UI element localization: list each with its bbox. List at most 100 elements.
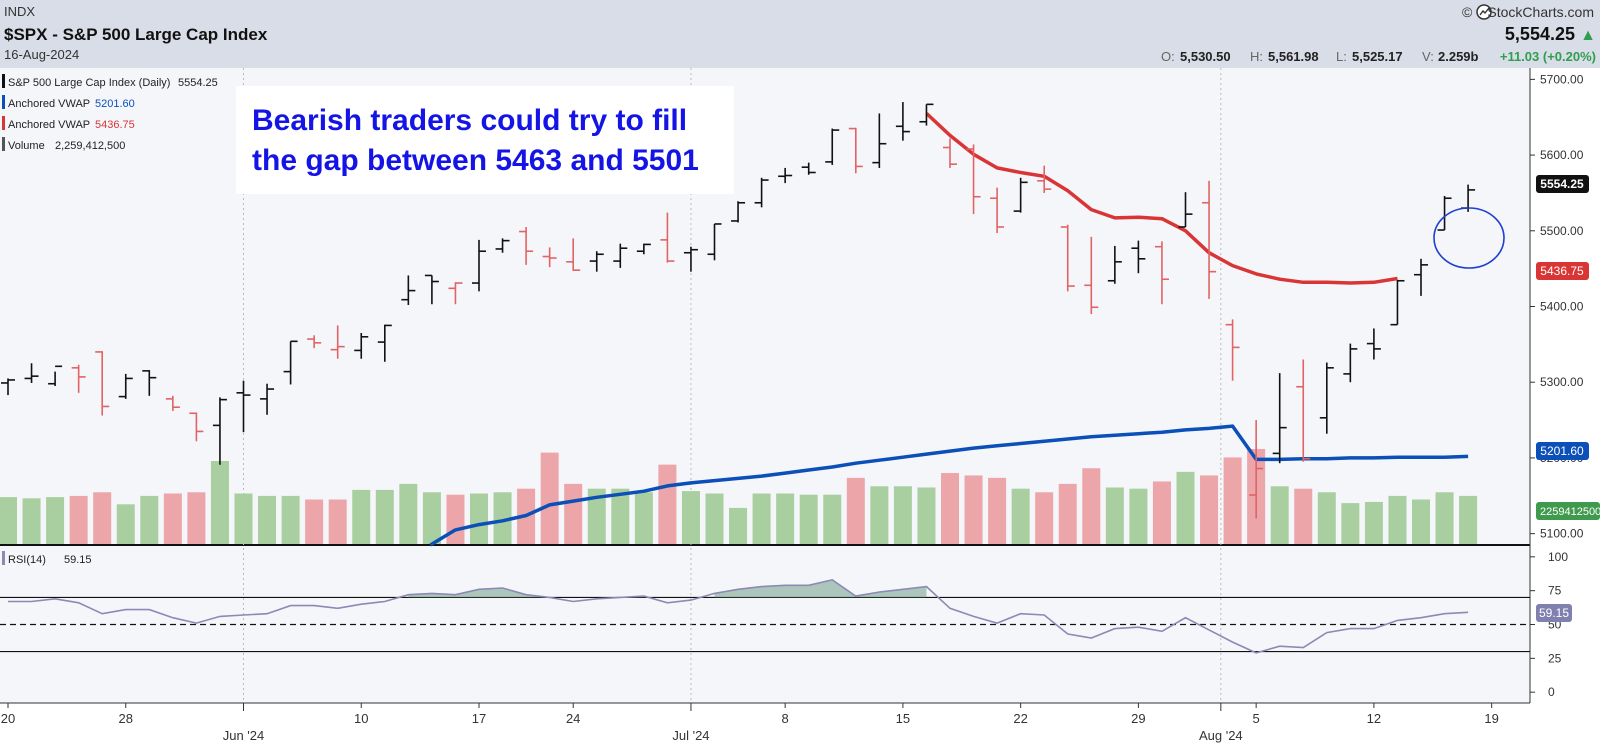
ohlc-bar (1, 378, 15, 396)
ohlc-bar (754, 177, 769, 208)
ohlc-bar (566, 238, 581, 271)
ohlc-bar (1037, 165, 1052, 193)
x-tick-label: 12 (1367, 711, 1381, 726)
tag-last-bg (1536, 175, 1589, 193)
tag-vwap-red-bg (1536, 262, 1589, 280)
ohlc-bar (1107, 245, 1122, 284)
tag-volume-text: 2259412500 (1540, 506, 1600, 518)
tag-rsi-bg (1536, 604, 1572, 622)
ohlc-bar (895, 102, 910, 141)
rsi-tick-label: 75 (1548, 584, 1562, 598)
volume-bar (375, 489, 394, 544)
volume-bar (1129, 488, 1148, 544)
legend-vwap-blue-value: 5201.60 (95, 98, 135, 110)
open-label: O: (1161, 49, 1175, 64)
direction-up-icon: ▲ (1580, 27, 1596, 44)
annotation-line-1: Bearish traders could try to fill (252, 104, 687, 137)
low-value: 5,525.17 (1352, 49, 1403, 64)
volume-label: V: (1422, 49, 1434, 64)
volume-bar (1294, 488, 1313, 544)
ohlc-bar (495, 238, 510, 253)
x-tick-label: 17 (472, 711, 486, 726)
ohlc-readout: O: 5,530.50 H: 5,561.98 L: 5,525.17 V: 2… (1161, 49, 1596, 64)
tag-vwap-red-text: 5436.75 (1540, 264, 1584, 278)
rsi-line-group (8, 578, 1469, 654)
low-label: L: (1336, 49, 1347, 64)
ohlc-bar (401, 275, 416, 305)
volume-bar (1011, 488, 1030, 544)
volume-bar (446, 494, 465, 544)
volume-bar (93, 492, 112, 544)
x-tick-label: 20 (1, 711, 15, 726)
volume-bar (258, 495, 277, 544)
volume-bar (917, 487, 936, 544)
ohlc-bar (71, 364, 86, 393)
volume-bar (422, 492, 441, 544)
volume-bar (658, 464, 677, 544)
legend-volume-value: 2,259,412,500 (55, 140, 125, 152)
legend-price-name: S&P 500 Large Cap Index (Daily) (8, 77, 170, 89)
brand-logo-icon (1476, 4, 1492, 20)
price-tick-label: 5700.00 (1540, 72, 1584, 86)
ohlc-bar (660, 212, 675, 263)
volume-bar (234, 493, 253, 544)
volume-bar (752, 493, 771, 544)
ohlc-bar (1202, 180, 1217, 299)
ohlc-bar (1296, 359, 1311, 462)
tag-vwap-blue-bg (1536, 442, 1589, 460)
x-tick-label: Aug '24 (1199, 728, 1243, 743)
ohlc-bar (589, 251, 604, 272)
volume-bar (163, 493, 182, 544)
ohlc-bar (48, 365, 63, 386)
ohlc-bar (377, 324, 392, 362)
volume-bar (941, 473, 959, 544)
rsi-label: RSI(14) (8, 554, 46, 566)
ohlc-bar (848, 127, 863, 174)
volume-bar (705, 493, 724, 544)
volume-bar (46, 497, 65, 544)
volume-bar (1105, 487, 1124, 544)
volume-bar (22, 498, 41, 544)
ohlc-bar (24, 363, 39, 383)
ohlc-bar (95, 351, 110, 416)
legend-item-vwap-red: Anchored VWAP 5436.75 (2, 116, 135, 131)
change-value: +11.03 (+0.20%) (1500, 49, 1596, 64)
volume-bar (1058, 483, 1077, 544)
volume-bar (776, 493, 795, 544)
volume-bar (846, 477, 865, 544)
ohlc-bar (943, 138, 957, 168)
ohlc-bar (1390, 279, 1405, 326)
ohlc-bar (613, 243, 628, 268)
vwap-blue-line (429, 424, 1469, 547)
annotation-box: Bearish traders could try to fill the ga… (236, 86, 734, 194)
price-axis: 5700.005600.005500.005400.005300.005200.… (1530, 72, 1584, 541)
volume-bar (893, 486, 912, 544)
volume-bar (870, 486, 889, 544)
ohlc-bar (118, 373, 133, 399)
ohlc-bar (872, 113, 887, 168)
volume-bar (823, 494, 842, 544)
ohlc-bar (354, 333, 369, 359)
legend-swatch-price (2, 74, 5, 88)
header-band (0, 0, 1600, 68)
rsi-line (8, 578, 1469, 654)
volume-bar (1412, 499, 1430, 544)
rsi-overbought-fill (408, 588, 550, 598)
volume-bar (352, 489, 371, 544)
ohlc-bar (1272, 373, 1287, 464)
volume-bar (799, 494, 818, 544)
legend-swatch-vwap-blue (2, 95, 5, 109)
legend-swatch-vwap-red (2, 116, 5, 130)
volume-bar (587, 488, 606, 544)
tag-rsi: 59.15 (1536, 604, 1572, 622)
high-value: 5,561.98 (1268, 49, 1319, 64)
ohlc-bar (1084, 236, 1099, 315)
volume-bar (1435, 492, 1454, 544)
volume-bar (1223, 457, 1242, 544)
brand-name[interactable]: StockCharts.com (1487, 4, 1594, 20)
ohlc-bar (1366, 328, 1381, 360)
legend-volume-name: Volume (8, 140, 45, 152)
ohlc-bar (1131, 240, 1146, 274)
volume-bar (1035, 492, 1054, 544)
rsi-legend-value: 59.15 (64, 554, 92, 566)
